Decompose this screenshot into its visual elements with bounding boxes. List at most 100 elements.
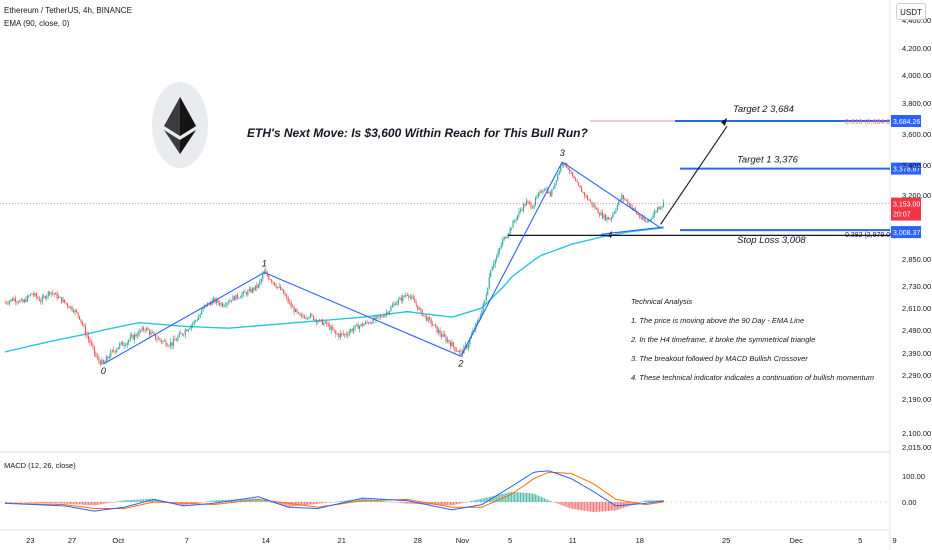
macd-histogram-bar [435,502,437,505]
candle [165,340,167,346]
candle [14,298,16,302]
time-tick-label: Nov [456,536,470,545]
macd-histogram-bar [146,499,148,502]
macd-histogram-bar [582,502,584,511]
candle [627,200,629,205]
candle [68,306,70,308]
macd-histogram-bar [46,502,48,504]
candle [247,290,249,295]
macd-histogram-bar [451,502,453,506]
macd-histogram-bar [447,502,448,506]
macd-histogram-bar [131,499,133,502]
candle [315,319,317,323]
candle [397,299,399,303]
macd-histogram-bar [312,502,314,505]
macd-histogram-bar [344,500,346,502]
candle [415,302,417,306]
candle [482,303,484,310]
macd-histogram-bar [570,502,572,509]
currency-selector[interactable]: USDT [896,3,926,20]
candle [435,324,437,326]
fib-0618-label: 0.618 (3,684.07) [845,119,896,126]
candle [193,320,195,324]
macd-histogram-bar [630,502,632,506]
candle [534,198,536,205]
candle [225,305,227,306]
candle [412,296,414,300]
macd-histogram-bar [299,502,301,506]
macd-histogram-bar [652,500,654,502]
candle [174,339,176,341]
candle [393,303,395,306]
candle [442,334,444,337]
candle [238,297,240,299]
macd-tick-label: 0.00 [902,498,917,507]
candle [663,202,665,206]
candle [132,335,134,340]
macd-histogram-bar [588,502,590,512]
macd-histogram-bar [56,502,58,504]
candle [365,321,367,324]
macd-histogram-bar [625,502,627,507]
macd-histogram-bar [378,500,380,502]
candle [612,213,614,218]
macd-histogram-bar [552,502,554,503]
macd-histogram-bar [357,499,359,502]
macd-histogram-bar [213,500,215,502]
macd-histogram-bar [388,501,390,503]
macd-histogram-bar [111,502,113,503]
macd-histogram-bar [345,500,347,502]
price-tick-label: 2,490.00 [902,326,931,335]
candle [344,334,346,335]
time-tick-label: Dec [790,536,804,545]
macd-histogram-bar [289,502,291,507]
candle [64,299,66,303]
macd-histogram-bar [216,500,218,502]
candle [11,299,13,301]
macd-histogram-bar [317,502,319,504]
candle [451,342,453,347]
macd-histogram-bar [506,492,508,502]
macd-histogram-bar [511,491,513,502]
macd-histogram-bar [265,500,267,502]
candle [26,295,28,302]
candle [558,171,560,175]
candle [32,293,34,295]
candle [634,208,636,211]
macd-histogram-bar [314,502,316,504]
macd-histogram-bar [487,497,489,502]
macd-histogram-bar [90,502,92,506]
candle [192,323,194,326]
candle [487,288,489,295]
macd-histogram-bar [286,502,288,507]
candle [396,302,398,305]
macd-histogram-bar [640,501,642,503]
candle [277,286,279,288]
candle [366,321,368,323]
candle [464,345,466,347]
candle [345,334,347,335]
macd-histogram-bar [271,502,273,503]
macd-histogram-bar [58,502,60,504]
macd-histogram-bar [472,500,474,502]
macd-histogram-bar [353,499,355,502]
macd-histogram-bar [198,502,200,503]
candle [253,288,255,290]
candle [295,309,297,312]
macd-histogram-bar [637,502,639,503]
price-tick-label: 3,200.00 [902,191,931,200]
macd-histogram-bar [76,502,77,505]
macd-histogram-bar [269,502,271,503]
macd-histogram-bar [530,493,532,502]
macd-histogram-bar [409,502,411,504]
candle [312,315,314,320]
wave-label: 1 [262,259,267,269]
macd-histogram-bar [454,502,456,505]
macd-histogram-bar [517,492,519,502]
macd-histogram-bar [412,502,414,504]
candle [76,310,78,313]
macd-histogram-bar [484,497,486,502]
candle [353,328,355,331]
candle [77,312,79,317]
